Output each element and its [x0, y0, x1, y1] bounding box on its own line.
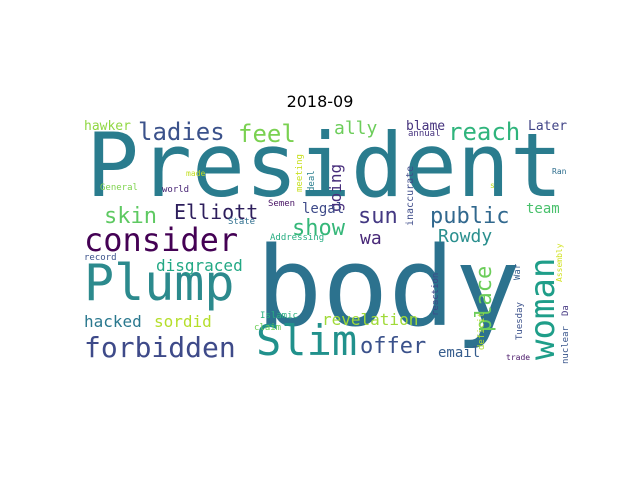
word-wa: wa — [360, 228, 382, 249]
word-sordid: sordid — [154, 312, 212, 331]
word-body: body — [256, 223, 521, 351]
word-ran: Ran — [552, 167, 567, 176]
word-revelation: revelation — [322, 310, 419, 329]
chart-title: 2018-09 — [286, 92, 354, 111]
word-legal: legal — [302, 201, 345, 217]
word-team: team — [526, 201, 560, 217]
word-reaction: reaction — [431, 272, 441, 316]
word-slim: Slim — [256, 316, 358, 365]
word-hacked: hacked — [84, 312, 142, 331]
word-trade: trade — [506, 353, 531, 362]
word-disgraced: disgraced — [156, 256, 243, 275]
word-semen: Semen — [268, 199, 296, 209]
word-ally: ally — [334, 118, 378, 139]
word-feel: feel — [238, 120, 296, 148]
word-war: War — [513, 263, 523, 280]
word-meeting: meeting — [295, 154, 305, 192]
word-elliott: Elliott — [174, 200, 259, 224]
word-ladies: ladies — [138, 118, 225, 146]
word-deficit: deficit — [477, 312, 487, 350]
word-hawker: hawker — [84, 119, 131, 134]
word-made: made — [186, 169, 206, 178]
word-offer: offer — [360, 334, 427, 359]
word-rowdy: Rowdy — [438, 226, 493, 247]
word-later: Later — [528, 119, 568, 134]
word-assembly: Assembly — [555, 243, 564, 282]
word-sun: sun — [358, 204, 398, 229]
word-show: show — [292, 216, 345, 241]
word-reach: reach — [448, 118, 521, 146]
word-s: s — [490, 181, 495, 190]
word-skin: skin — [104, 204, 157, 229]
word-plump: Plump — [84, 254, 235, 312]
word-tuesday: Tuesday — [515, 302, 525, 340]
word-claim: claim — [254, 323, 282, 333]
word-email: email — [438, 345, 481, 361]
word-addressing: Addressing — [270, 233, 325, 243]
word-blame: blame — [406, 119, 446, 134]
word-islamic: Islamic — [260, 311, 298, 321]
word-annual: annual — [408, 129, 441, 139]
word-forbidden: forbidden — [84, 331, 236, 364]
word-world: world — [162, 185, 190, 195]
word-state: State — [228, 217, 256, 227]
word-general: General — [100, 183, 138, 193]
word-cloud: President body Plump consider Slim forbi… — [80, 120, 576, 368]
word-consider: consider — [84, 221, 239, 259]
word-nuclear: nuclear — [561, 326, 571, 364]
word-da: Da — [561, 305, 571, 316]
word-record: record — [84, 253, 117, 263]
word-inaccurate: inaccurate — [405, 165, 416, 226]
word-public: public — [430, 204, 510, 229]
word-president: President — [86, 114, 563, 217]
word-deal: deal — [307, 170, 317, 192]
